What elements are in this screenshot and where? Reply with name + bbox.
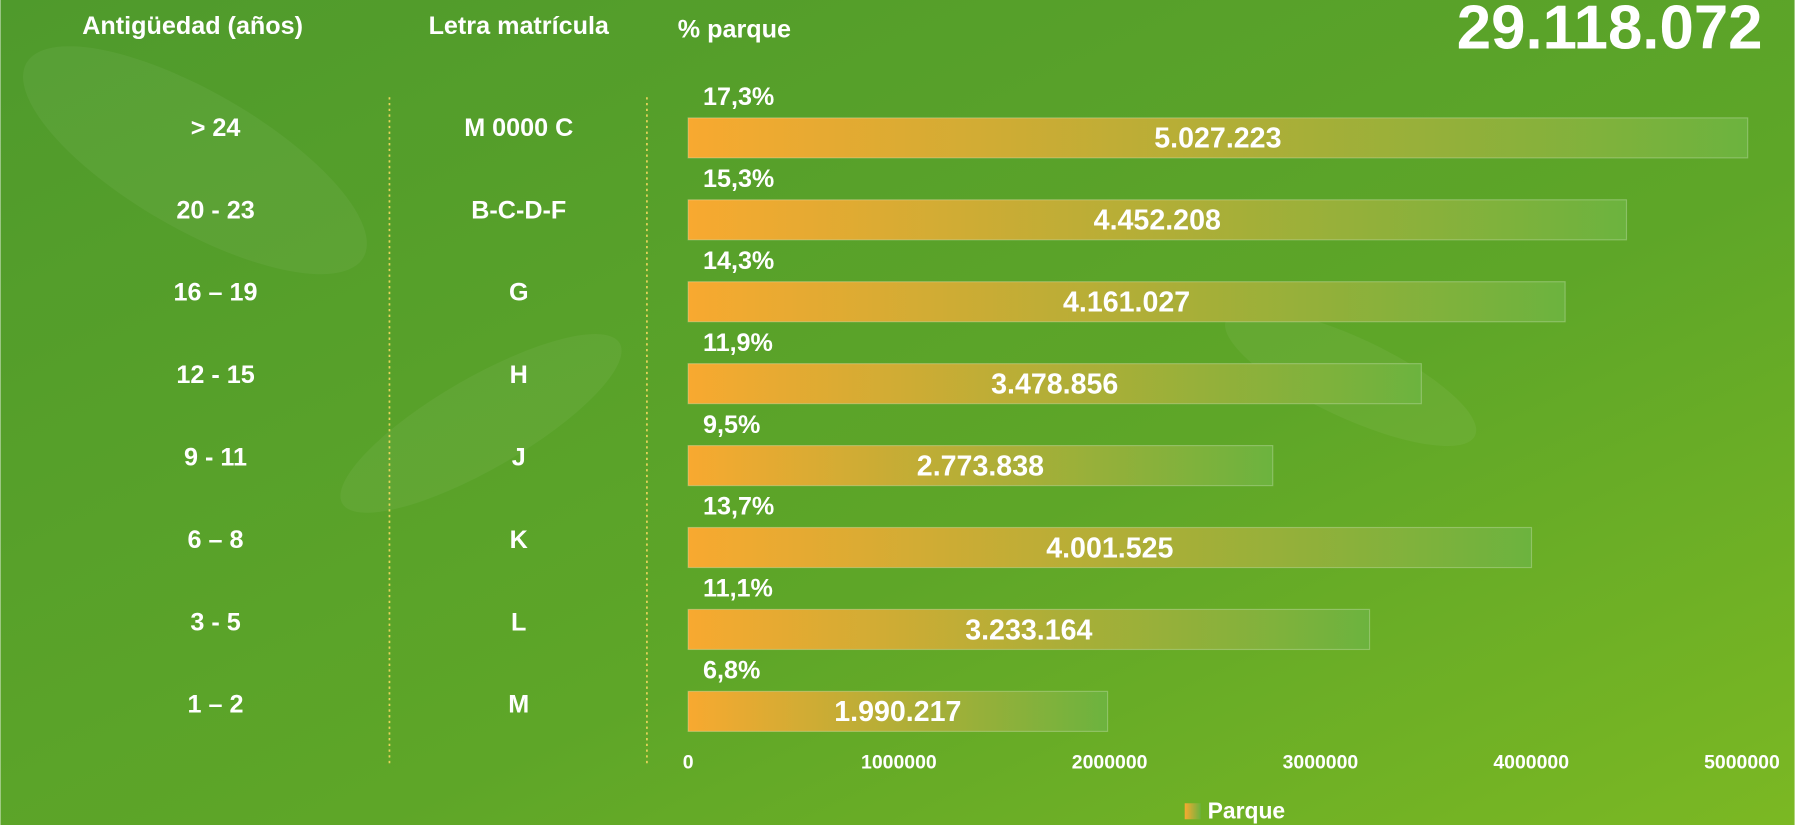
category-label: > 24 [191,114,241,142]
x-tick-label: 4000000 [1493,751,1569,773]
plate-letter: G [509,279,529,307]
column-header: % parque [678,16,791,44]
percent-label: 11,9% [703,329,773,357]
plate-letter: M 0000 C [464,114,573,142]
value-label: 4.161.027 [1063,287,1190,319]
category-label: 20 - 23 [176,196,254,224]
x-tick-label: 0 [683,751,694,773]
bar [687,526,1533,569]
bar [687,199,1628,241]
value-label: 2.773.838 [917,450,1044,482]
total: 29.118.072 [1457,0,1763,62]
value-label: 3.478.856 [991,369,1118,401]
plate-letter: L [511,608,526,636]
category-label: 6 – 8 [188,526,244,554]
value-label: 4.452.208 [1094,205,1221,237]
value-label: 5.027.223 [1154,123,1281,155]
percent-label: 9,5% [703,411,760,439]
category-label: 9 - 11 [184,443,247,471]
column-header: Antigüedad (años) [82,12,303,40]
value-label: 3.233.164 [965,614,1092,646]
legend-label: Parque [1208,797,1286,823]
percent-label: 6,8% [703,657,760,685]
value-label: 4.001.525 [1046,532,1173,564]
bar [687,117,1749,159]
percent-label: 17,3% [703,83,774,111]
category-label: 1 – 2 [188,691,244,719]
bar [687,363,1422,405]
value-label: 1.990.217 [834,696,961,728]
x-tick-label: 2000000 [1072,751,1148,773]
legend-swatch [1184,803,1201,820]
plate-letter: M [508,691,529,719]
x-tick-label: 5000000 [1704,751,1780,773]
x-tick-label: 1000000 [861,751,937,773]
x-tick-label: 3000000 [1283,751,1359,773]
category-label: 12 - 15 [176,361,254,389]
plate-letter: J [512,443,526,471]
leaf-decoration [340,334,622,513]
plate-letter: K [510,526,528,554]
percent-label: 11,1% [703,575,773,603]
percent-label: 15,3% [703,165,774,193]
category-label: 3 - 5 [190,608,240,636]
bar [687,444,1274,487]
plate-letter: H [510,361,528,389]
column-header: Letra matrícula [429,12,610,40]
plate-letter: B-C-D-F [471,196,566,224]
percent-label: 14,3% [703,247,774,275]
leaf-decoration [23,46,367,275]
percent-label: 13,7% [703,493,774,521]
bar [687,608,1371,651]
bar [687,281,1566,323]
category-label: 16 – 19 [174,279,258,307]
bar [687,690,1109,732]
